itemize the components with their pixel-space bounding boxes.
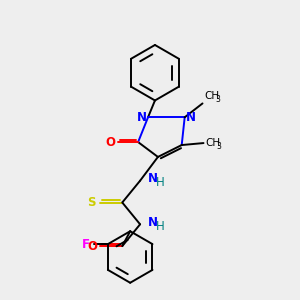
- Text: H: H: [156, 220, 165, 233]
- Text: S: S: [87, 196, 96, 209]
- Text: N: N: [186, 111, 196, 124]
- Text: N: N: [148, 216, 158, 229]
- Text: O: O: [105, 136, 116, 148]
- Text: CH: CH: [206, 138, 220, 148]
- Text: CH: CH: [205, 92, 220, 101]
- Text: 3: 3: [216, 142, 221, 151]
- Text: O: O: [88, 240, 98, 253]
- Text: N: N: [137, 111, 147, 124]
- Text: N: N: [148, 172, 158, 185]
- Text: H: H: [156, 176, 165, 189]
- Text: F: F: [82, 238, 90, 250]
- Text: 3: 3: [215, 95, 220, 104]
